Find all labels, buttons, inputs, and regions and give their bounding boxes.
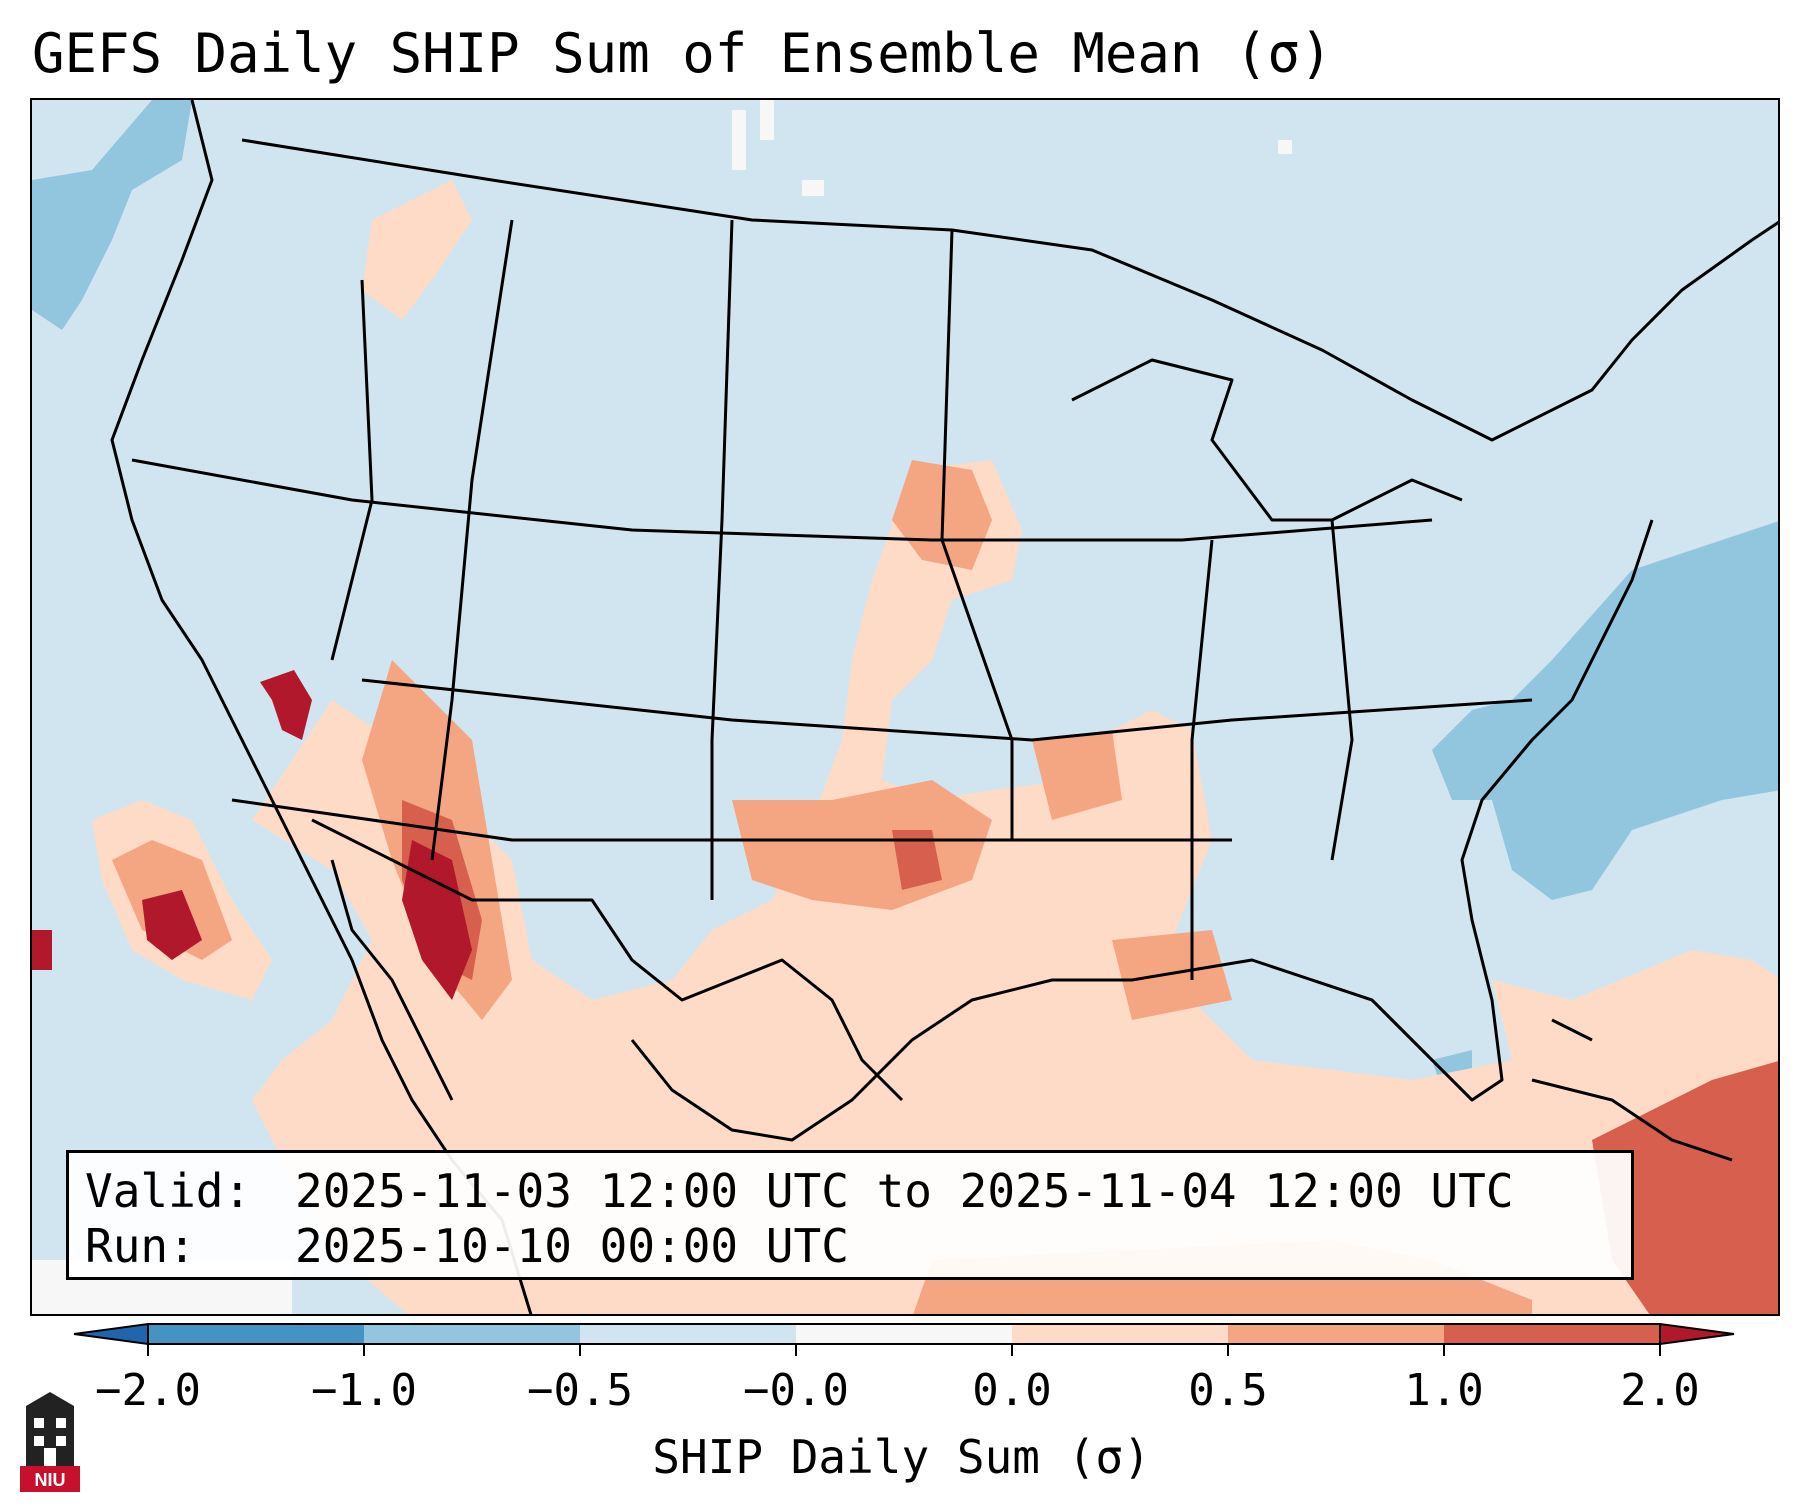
state-line [361,678,1533,742]
ship-field-map [32,100,1778,1314]
field-blob-nw-idaho [362,180,472,320]
field-blob-nw-ocean [32,100,192,330]
colorbar-tick-label: 1.0 [1404,1365,1484,1416]
boundaries [110,100,1778,1314]
colorbar-tick-label: −0.5 [527,1365,633,1416]
colorbar-bin [148,1324,365,1344]
colorbar-tick-label: −1.0 [311,1365,417,1416]
colorbar-bin [580,1324,797,1344]
field-pos-extreme [32,670,472,1000]
field-blob-hawaii [142,890,202,960]
colorbar-bin [1228,1324,1445,1344]
colorbar-bin [796,1324,1013,1344]
field-blob-baja [402,840,472,1000]
colorbar-bin [1444,1324,1661,1344]
run-value: 2025-10-10 00:00 UTC [295,1219,849,1273]
niu-logo-icon: NIU [20,1392,80,1492]
colorbar-tick-label: 0.0 [972,1365,1052,1416]
valid-label: Valid: [85,1164,252,1218]
state-line [131,458,1433,542]
cuba-outline [1531,1078,1733,1162]
field-blob-plains-south [252,460,1778,1314]
field-blob-texas-core [892,830,942,890]
field-speck [760,100,774,140]
state-line [710,219,734,900]
run-label: Run: [85,1219,196,1273]
state-line [1190,539,1214,980]
canada-us-border [241,138,1778,442]
colorbar-extend-high [1659,1322,1735,1346]
colorbar-extend-low [73,1322,149,1346]
field-blob-nevada [260,670,312,740]
bahamas-outline [1551,1018,1593,1042]
valid-value: 2025-11-03 12:00 UTC to 2025-11-04 12:00… [295,1164,1514,1218]
baja-coast [330,859,454,1101]
field-blob-atlantic [1432,521,1778,900]
field-blob-caribbean-east [1592,1061,1778,1314]
west-coast [110,100,533,1314]
florida [1311,978,1474,1102]
colorbar-frame [147,1323,1661,1345]
colorbar-tick-label: −0.0 [743,1365,849,1416]
colorbar [73,1322,1735,1356]
logo-text: NIU [35,1470,66,1490]
colorbar-bin [364,1324,581,1344]
islands [1531,1018,1733,1162]
run-line: Run: 2025-10-10 00:00 UTC [85,1219,1631,1274]
field-blob-gulf-coast [1112,930,1232,1020]
field-speck [802,180,824,196]
valid-run-info-box: Valid: 2025-11-03 12:00 UTC to 2025-11-04… [66,1150,1634,1280]
colorbar-label: SHIP Daily Sum (σ) [652,1430,1151,1484]
colorbar-tick-label: −2.0 [95,1365,201,1416]
colorbar-tick-label: 2.0 [1620,1365,1700,1416]
valid-line: Valid: 2025-11-03 12:00 UTC to 2025-11-04… [85,1164,1631,1219]
map-panel[interactable] [30,98,1780,1316]
field-speck-red [32,930,52,970]
great-lakes [1071,358,1463,522]
state-line [330,279,374,661]
mexico-border [311,818,904,1102]
state-line [231,798,1232,842]
field-speck [732,110,746,170]
field-speck [1278,140,1292,154]
state-line [940,229,1014,840]
state-line [1330,519,1354,861]
colorbar-bin [1012,1324,1229,1344]
colorbar-tick-label: 0.5 [1188,1365,1268,1416]
map-title: GEFS Daily SHIP Sum of Ensemble Mean (σ) [32,22,1333,85]
field-blob-arkansas [1032,730,1122,820]
state-line [430,219,514,861]
